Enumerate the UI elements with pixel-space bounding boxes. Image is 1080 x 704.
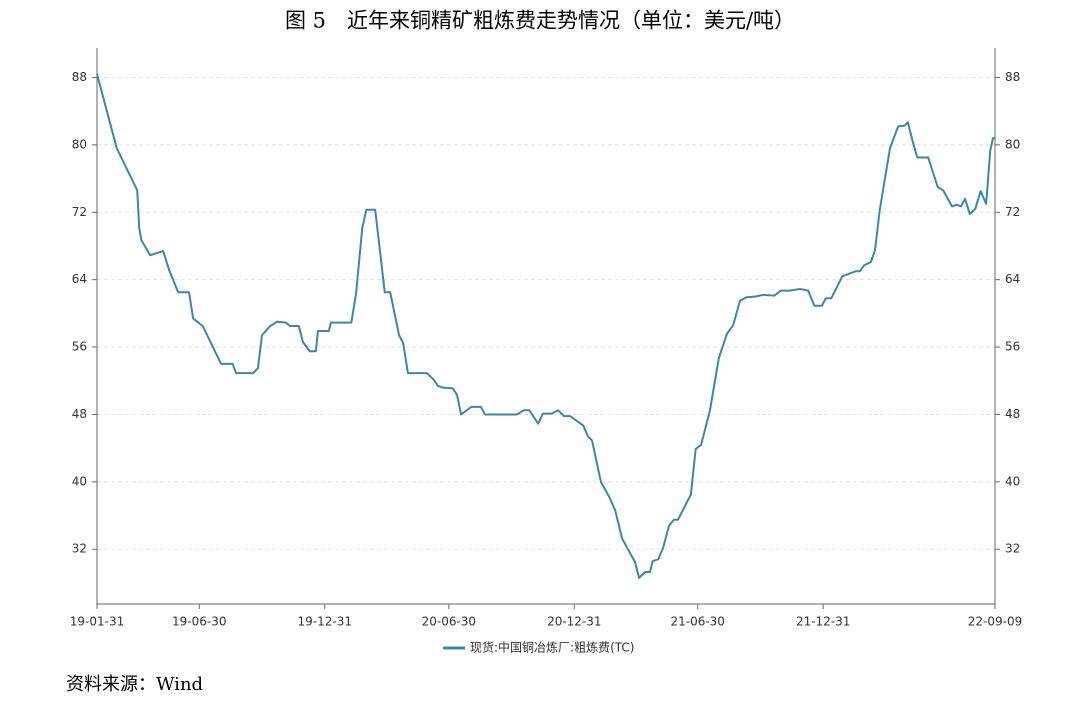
x-tick-label: 19-06-30: [172, 615, 226, 629]
y-tick-label: 56: [72, 340, 87, 354]
y-tick-label: 64: [72, 272, 87, 286]
y-tick-label: 88: [72, 70, 87, 84]
y2-tick-label: 88: [1005, 70, 1020, 84]
y2-tick-label: 32: [1005, 542, 1020, 556]
x-tick-label: 22-09-09: [968, 615, 1022, 629]
y-tick-label: 80: [72, 137, 87, 151]
y-tick-label: 48: [72, 407, 87, 421]
x-tick-label: 21-12-31: [796, 615, 850, 629]
y-tick-label: 72: [72, 205, 87, 219]
y2-tick-label: 64: [1005, 272, 1020, 286]
y-tick-label: 40: [72, 474, 87, 488]
y2-tick-label: 40: [1005, 474, 1020, 488]
chart-title: 图 5 近年来铜精矿粗炼费走势情况（单位：美元/吨）: [285, 9, 795, 33]
x-tick-label: 20-06-30: [422, 615, 476, 629]
y2-tick-label: 72: [1005, 205, 1020, 219]
y2-tick-label: 48: [1005, 407, 1020, 421]
y2-tick-label: 80: [1005, 137, 1020, 151]
x-tick-label: 19-01-31: [70, 615, 124, 629]
x-tick-label: 21-06-30: [670, 615, 724, 629]
line-series: [96, 73, 995, 579]
y-tick-label: 32: [72, 542, 87, 556]
legend-label: 现货:中国铜冶炼厂:粗炼费(TC): [470, 640, 634, 655]
x-tick-label: 19-12-31: [298, 615, 352, 629]
source-note: 资料来源：Wind: [66, 674, 203, 695]
x-tick-label: 20-12-31: [547, 615, 601, 629]
y2-tick-label: 56: [1005, 340, 1020, 354]
